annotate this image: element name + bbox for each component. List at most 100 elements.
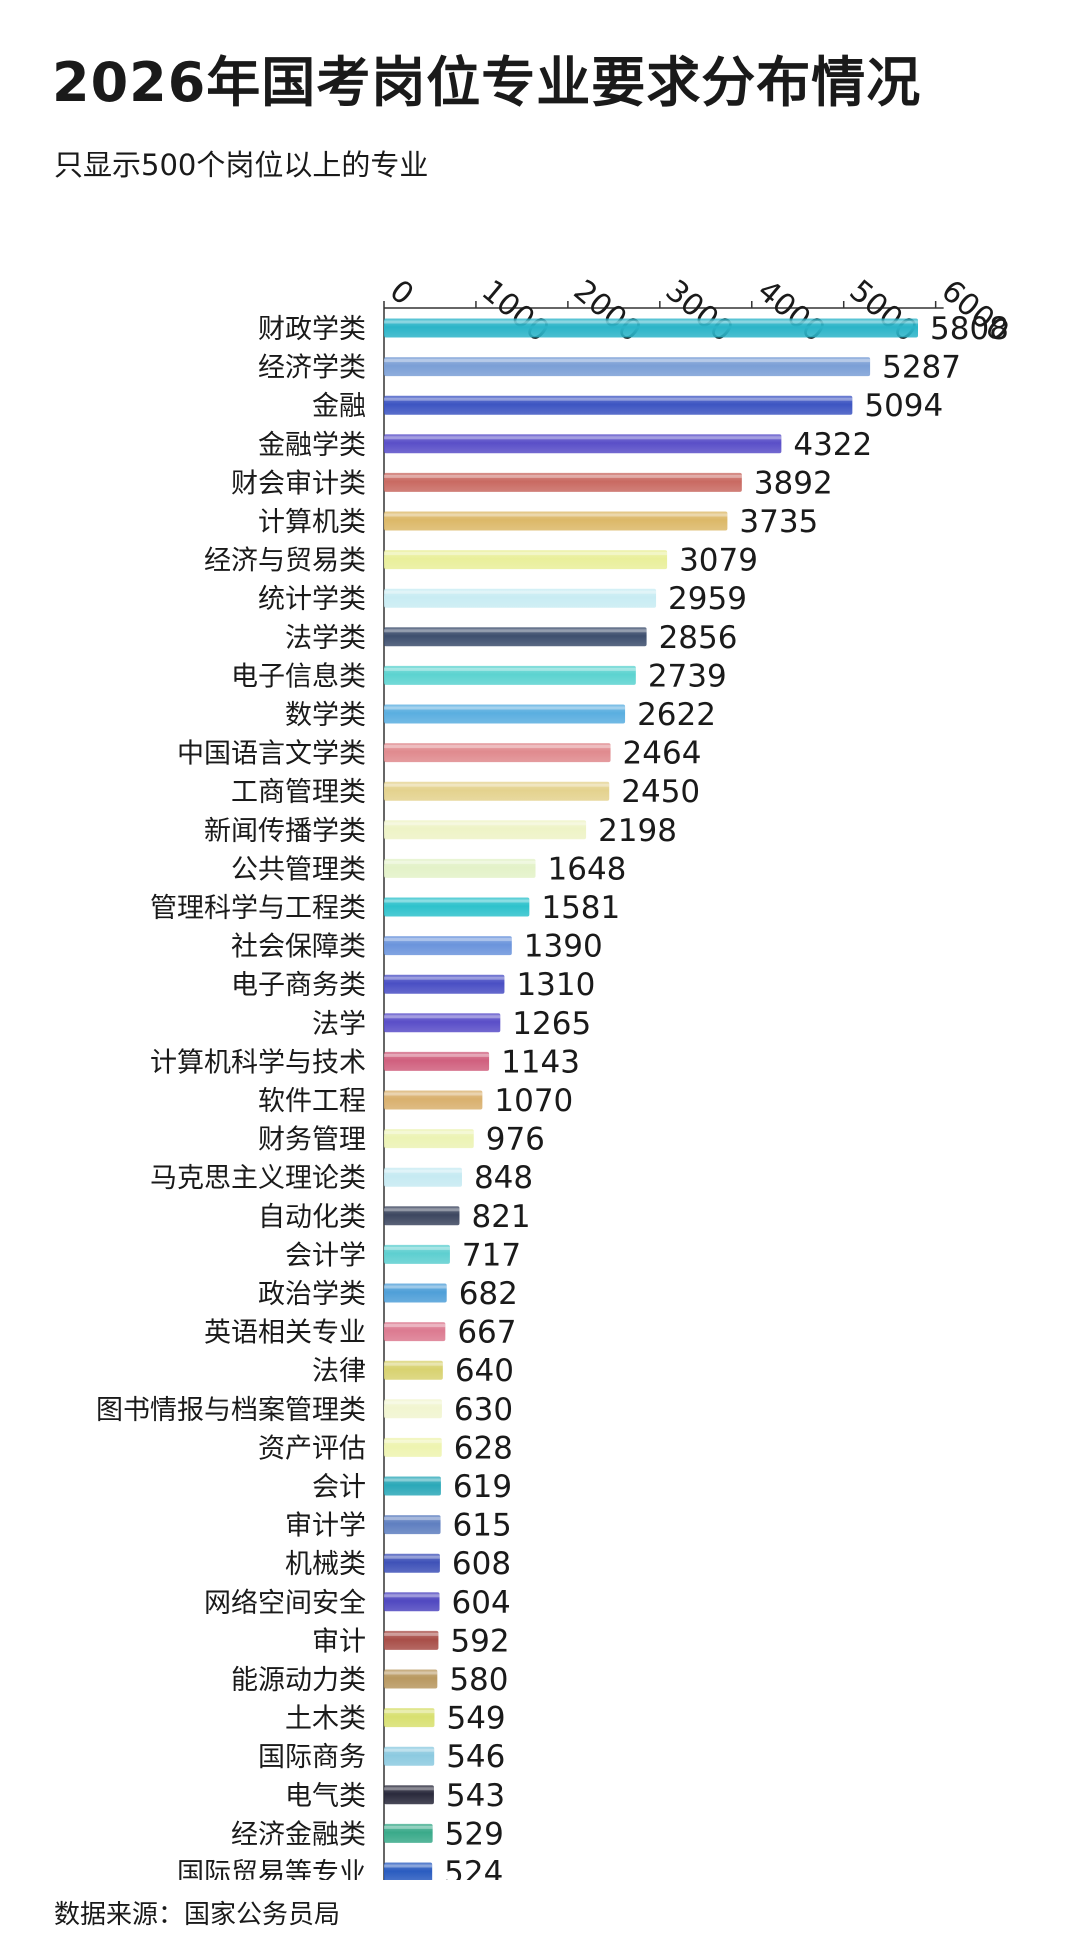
bar-highlight [384,1362,443,1366]
x-tick-label: 5000 [843,273,924,349]
x-tick-label: 2000 [567,273,648,349]
bar [384,1785,434,1805]
category-label: 财会审计类 [231,468,366,499]
category-label: 法学 [312,1009,366,1040]
bar [384,1437,442,1457]
value-label: 976 [486,1122,545,1158]
value-label: 1310 [516,967,595,1003]
bar [384,1013,501,1033]
bar [384,1206,460,1226]
category-label: 计算机科学与技术 [150,1047,366,1078]
bar [384,1090,483,1110]
category-label: 软件工程 [258,1086,366,1117]
bar [384,1592,440,1612]
category-label: 会计学 [285,1240,366,1271]
bar-highlight [384,783,610,787]
category-label: 金融学类 [258,430,366,461]
bar-highlight [384,1594,440,1598]
bar-highlight [384,1015,501,1019]
category-label: 电子信息类 [231,661,366,692]
value-label: 717 [462,1237,521,1273]
value-label: 1070 [494,1083,573,1119]
category-label: 图书情报与档案管理类 [96,1395,366,1426]
bar-highlight [384,1246,450,1250]
value-label: 604 [452,1585,511,1621]
category-label: 数学类 [285,700,366,731]
bar [384,1823,433,1843]
value-label: 543 [446,1778,505,1814]
bar-highlight [384,1748,435,1752]
value-label: 682 [459,1276,518,1312]
category-label: 中国语言文学类 [177,739,366,770]
bar-highlight [384,1208,460,1212]
value-label: 821 [471,1199,530,1235]
bar [384,1244,450,1264]
bar [384,357,871,377]
value-label: 1265 [512,1006,591,1042]
bar-highlight [384,899,530,903]
category-label: 法律 [312,1356,366,1387]
bar-highlight [384,1555,440,1559]
bar-highlight [384,320,918,324]
bar-highlight [384,513,728,517]
bar [384,1553,440,1573]
bar [384,1746,435,1766]
bar [384,1476,441,1496]
bar-highlight [384,1517,441,1521]
bar [384,1862,433,1880]
bar [384,434,782,454]
category-label: 经济学类 [258,353,366,384]
value-label: 1390 [524,929,603,965]
bar [384,820,587,840]
bar-highlight [384,860,536,864]
bar-highlight [384,976,505,980]
category-label: 审计学 [285,1511,366,1542]
bar-highlight [384,1671,438,1675]
value-label: 5094 [864,388,943,424]
value-label: 3892 [754,465,833,501]
value-label: 549 [446,1701,505,1737]
bar [384,588,657,608]
value-label: 524 [444,1855,503,1880]
bar-highlight [384,667,636,671]
bar [384,1322,446,1342]
bar [384,897,530,917]
x-tick-label: 0 [383,273,420,312]
value-label: 3735 [739,504,818,540]
bar-highlight [384,1478,441,1482]
category-label: 统计学类 [258,584,366,615]
value-label: 2622 [637,697,716,733]
bar-highlight [384,1864,433,1868]
value-label: 1648 [548,851,627,887]
value-label: 1581 [541,890,620,926]
bar [384,1129,474,1149]
bar-highlight [384,474,742,478]
value-label: 628 [454,1430,513,1466]
x-tick-label: 3000 [659,273,740,349]
category-label: 国际贸易等专业 [177,1858,366,1880]
bar-highlight [384,1787,434,1791]
category-label: 经济金融类 [231,1819,366,1850]
chart-title: 2026年国考岗位专业要求分布情况 [52,51,922,114]
x-tick-label: 1000 [475,273,556,349]
bar [384,511,728,531]
bar [384,1283,447,1303]
value-label: 848 [474,1160,533,1196]
bar [384,1630,439,1650]
bar-highlight [384,1632,439,1636]
bar-highlight [384,822,587,826]
value-label: 2739 [648,658,727,694]
bar-highlight [384,745,611,749]
bar-highlight [384,1710,435,1714]
bar-highlight [384,629,647,633]
value-label: 630 [454,1392,513,1428]
value-label: 3079 [679,543,758,579]
bar-highlight [384,1324,446,1328]
category-label: 公共管理类 [231,854,366,885]
value-label: 2959 [668,581,747,617]
bar [384,395,853,415]
value-label: 4322 [793,427,872,463]
category-label: 政治学类 [258,1279,366,1310]
bar [384,1167,462,1187]
